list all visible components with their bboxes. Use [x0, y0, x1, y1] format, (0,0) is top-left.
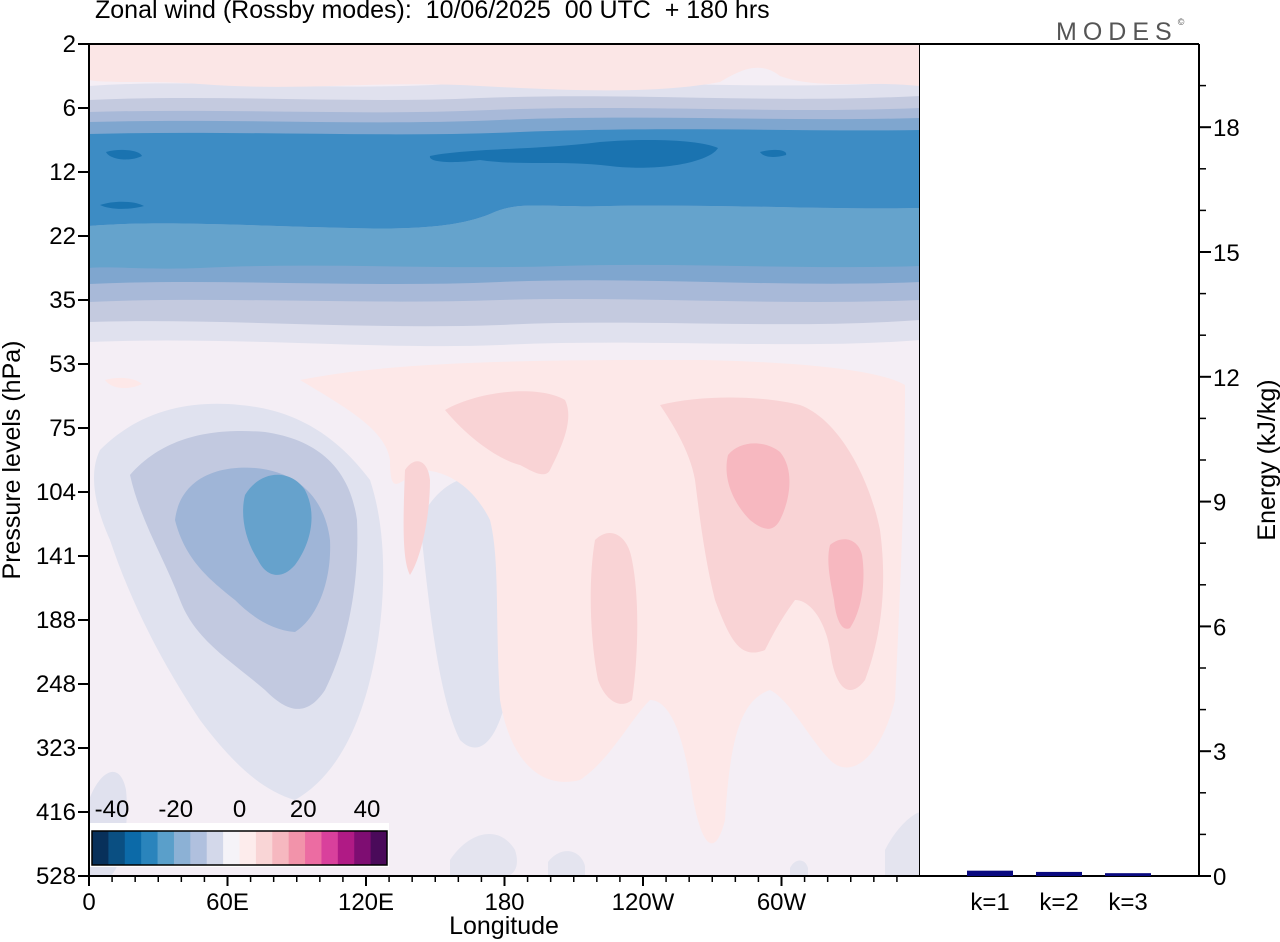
y-axis: 2 6 12 22 35 53 75 104 141 188 248 323 416 528	[36, 31, 89, 890]
contour-strato-core	[89, 129, 920, 229]
y-tick-label: 75	[49, 415, 76, 442]
x-tick-label: 0	[82, 889, 95, 916]
colorbar-swatch	[92, 831, 109, 865]
contour-lower-strato	[89, 205, 920, 269]
energy-x-axis: k=1 k=2 k=3	[970, 889, 1147, 916]
x-tick-label: 60E	[206, 889, 249, 916]
x-tick-label: 120W	[612, 889, 675, 916]
y-tick-label: 2	[63, 31, 76, 58]
energy-bar	[967, 870, 1013, 876]
colorbar-swatch	[108, 831, 126, 865]
energy-y-tick-label: 9	[1213, 490, 1226, 517]
energy-category-label: k=3	[1108, 889, 1147, 916]
colorbar-swatch	[305, 831, 322, 865]
colorbar-swatch	[157, 831, 175, 865]
colorbar-swatch	[370, 831, 388, 865]
y-axis-label: Pressure levels (hPa)	[0, 341, 26, 580]
y-tick-label: 104	[36, 479, 76, 506]
colorbar-swatch	[288, 831, 306, 865]
energy-bar	[1105, 873, 1151, 876]
y-tick-label: 35	[49, 287, 76, 314]
y-tick-label: 53	[49, 351, 76, 378]
surface-patch	[885, 812, 920, 876]
contour-trop-neg-4	[243, 474, 312, 575]
y-tick-label: 22	[49, 223, 76, 250]
y-tick-label: 12	[49, 159, 76, 186]
x-axis-label: Longitude	[449, 912, 559, 940]
y-tick-label: 188	[36, 607, 76, 634]
contour-trop-pos-3	[726, 443, 864, 629]
energy-axis-label: Energy (kJ/kg)	[1253, 379, 1280, 540]
energy-y-tick-label: 15	[1213, 240, 1240, 267]
colorbar-frame	[91, 830, 388, 866]
chart-title: Zonal wind (Rossby modes): 10/06/2025 00…	[95, 0, 770, 24]
colorbar-tick-label: -20	[158, 796, 193, 823]
surface-patch	[548, 851, 585, 876]
logo-mark: ©	[1177, 16, 1185, 27]
energy-panel: 0 3 6 9 12 15 18 k=1 k=2 k=3	[920, 43, 1240, 916]
y-tick-label: 248	[36, 671, 76, 698]
energy-y-tick-label: 0	[1213, 864, 1226, 891]
colorbar: -40 -20 0 20 40	[90, 796, 389, 867]
heatmap-plot	[89, 44, 920, 876]
x-axis: 0 60E 120E 180 120W 60W	[82, 876, 898, 916]
colorbar-tick-label: 40	[354, 796, 381, 823]
energy-y-tick-label: 12	[1213, 365, 1240, 392]
modes-logo: MODES©	[1056, 16, 1185, 47]
energy-category-label: k=1	[970, 889, 1009, 916]
colorbar-tick-label: -40	[95, 796, 130, 823]
y-tick-label: 141	[36, 543, 76, 570]
colorbar-swatch	[321, 831, 339, 865]
logo-text: MODES	[1056, 18, 1178, 46]
energy-y-tick-label: 3	[1213, 739, 1226, 766]
colorbar-swatch	[141, 831, 159, 865]
surface-patch	[450, 833, 517, 876]
colorbar-swatch	[190, 831, 208, 865]
colorbar-tick-label: 20	[290, 796, 317, 823]
colorbar-swatch	[124, 831, 142, 865]
energy-bars	[967, 870, 1151, 876]
colorbar-swatch	[206, 831, 224, 865]
contour-fields	[89, 44, 920, 876]
colorbar-swatch	[223, 831, 240, 865]
contour-strato-max	[100, 140, 787, 209]
colorbar-swatch	[173, 831, 191, 865]
energy-y-tick-label: 6	[1213, 614, 1226, 641]
y-tick-label: 416	[36, 799, 76, 826]
x-tick-label: 60W	[757, 889, 807, 916]
energy-y-axis: 0 3 6 9 12 15 18	[1199, 84, 1240, 891]
colorbar-tick-label: 0	[233, 796, 246, 823]
colorbar-swatch	[255, 831, 273, 865]
colorbar-swatch	[354, 831, 372, 865]
contour-upper-pos	[89, 44, 920, 91]
y-tick-label: 528	[36, 863, 76, 890]
colorbar-swatch	[239, 831, 257, 865]
energy-category-label: k=2	[1039, 889, 1078, 916]
energy-y-tick-label: 18	[1213, 115, 1240, 142]
y-tick-label: 323	[36, 735, 76, 762]
energy-bar	[1036, 871, 1082, 876]
x-tick-label: 180	[484, 889, 524, 916]
colorbar-swatch	[272, 831, 290, 865]
surface-patch	[790, 860, 808, 876]
energy-frame	[920, 44, 1199, 876]
x-tick-label: 120E	[338, 889, 394, 916]
colorbar-swatch	[337, 831, 355, 865]
y-tick-label: 6	[63, 95, 76, 122]
